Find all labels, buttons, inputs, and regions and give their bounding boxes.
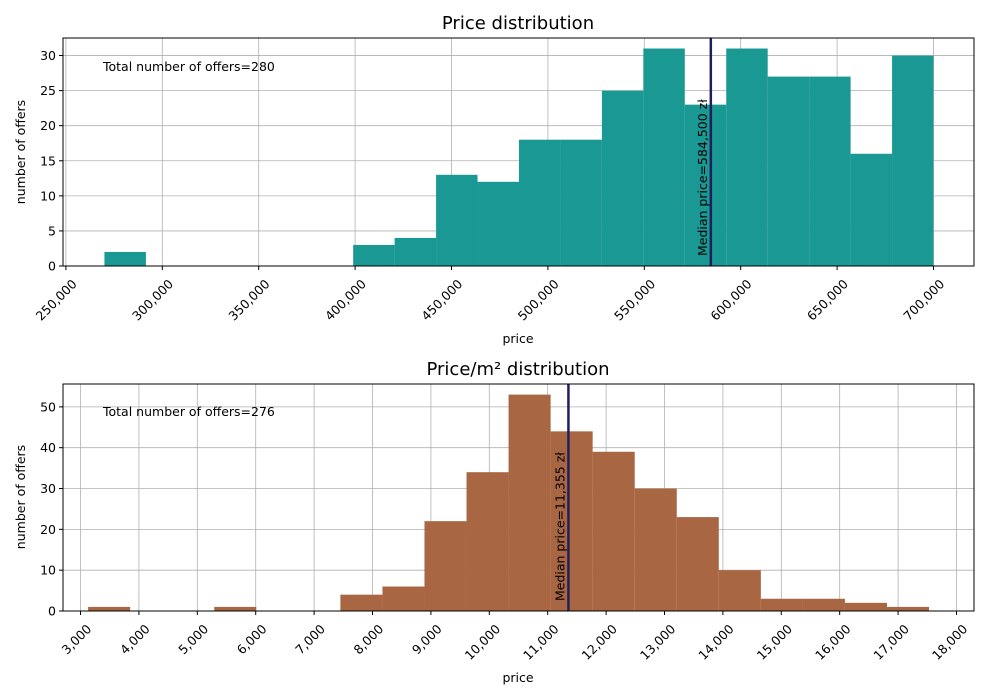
y-ticks: 0 10 20 30 40 50 [40, 399, 63, 619]
histogram-bar [340, 594, 383, 611]
histogram-bar [760, 598, 803, 611]
histogram-bar [809, 76, 851, 266]
x-tick-label: 700,000 [900, 276, 947, 323]
histogram-bar [850, 153, 893, 266]
chart-price-distribution: Price distribution Median price=584,500 … [13, 13, 975, 346]
histogram-bar [684, 104, 727, 267]
y-tick-label: 5 [48, 223, 56, 238]
x-tick-label: 250,000 [33, 276, 80, 323]
y-tick-label: 50 [40, 399, 56, 414]
histogram-bar [466, 472, 509, 611]
histogram-bar [892, 55, 934, 267]
x-tick-label: 11,000 [520, 621, 562, 663]
histogram-bar [382, 586, 425, 611]
plot-frame [62, 383, 975, 612]
x-tick-label: 600,000 [707, 276, 754, 323]
x-tick-label: 14,000 [695, 621, 737, 663]
total-offers-annotation: Total number of offers=276 [102, 404, 275, 419]
histogram-bar [508, 394, 551, 611]
x-tick-label: 12,000 [578, 621, 620, 663]
histogram-bar [394, 237, 437, 266]
y-tick-label: 10 [40, 188, 56, 203]
histogram-bar [477, 181, 519, 266]
histogram-bar [601, 90, 644, 266]
x-tick-label: 5,000 [175, 621, 211, 657]
histogram-bar [643, 48, 685, 267]
median-label: Median price=584,500 zł [695, 99, 710, 256]
total-offers-annotation: Total number of offers=280 [102, 59, 275, 74]
y-tick-label: 0 [48, 604, 56, 619]
median-marker: Median price=11,355 zł [552, 384, 570, 611]
histogram-bar [214, 606, 257, 611]
plot-frame [62, 37, 975, 267]
y-tick-label: 20 [40, 118, 56, 133]
x-tick-label: 8,000 [350, 621, 386, 657]
y-ticks: 0 5 10 15 20 25 30 [40, 48, 63, 274]
histogram-bar [560, 139, 602, 266]
chart-title: Price/m² distribution [426, 359, 609, 380]
histogram-bar [676, 517, 719, 611]
histogram-bar [104, 251, 146, 266]
x-tick-label: 18,000 [929, 621, 971, 663]
median-marker: Median price=584,500 zł [695, 38, 713, 266]
bars [88, 394, 930, 611]
x-tick-label: 7,000 [292, 621, 328, 657]
histogram-bar [592, 451, 635, 611]
chart-price-per-m2-distribution: Price/m² distribution Median price=11,35… [13, 359, 975, 685]
histogram-bar [844, 602, 887, 611]
y-tick-label: 40 [40, 440, 56, 455]
y-axis-label: number of offers [13, 100, 28, 204]
x-tick-label: 500,000 [515, 276, 562, 323]
x-axis-label: price [502, 331, 533, 346]
bars [104, 48, 934, 267]
y-tick-label: 0 [48, 259, 56, 274]
x-tick-label: 16,000 [812, 621, 854, 663]
x-tick-label: 15,000 [754, 621, 796, 663]
x-tick-label: 3,000 [59, 621, 95, 657]
y-tick-label: 20 [40, 522, 56, 537]
x-tick-label: 650,000 [804, 276, 851, 323]
y-tick-label: 30 [40, 48, 56, 63]
histogram-bar [518, 139, 561, 266]
chart-title: Price distribution [442, 13, 594, 34]
histogram-bar [436, 174, 478, 266]
histogram-bar [424, 521, 467, 611]
histogram-bar [353, 244, 395, 266]
x-tick-label: 350,000 [225, 276, 272, 323]
x-tick-label: 4,000 [117, 621, 153, 657]
x-tick-label: 10,000 [462, 621, 504, 663]
x-tick-label: 550,000 [611, 276, 658, 323]
histogram-bar [634, 488, 677, 611]
x-ticks: 250,000 300,000 350,000 400,000 450,000 500,0… [33, 266, 947, 323]
histogram-bar [767, 76, 810, 266]
x-tick-label: 400,000 [322, 276, 369, 323]
x-tick-label: 450,000 [418, 276, 465, 323]
histogram-bar [802, 598, 845, 611]
histogram-bar [550, 431, 593, 611]
x-tick-label: 300,000 [129, 276, 176, 323]
histogram-bar [726, 48, 768, 267]
y-tick-label: 30 [40, 481, 56, 496]
y-axis-label: number of offers [13, 445, 28, 549]
y-tick-label: 25 [40, 83, 56, 98]
x-tick-label: 17,000 [870, 621, 912, 663]
histogram-bar [886, 606, 930, 611]
x-ticks: 3,000 4,000 5,000 6,000 7,000 8,000 9,000 10,00… [59, 611, 971, 663]
histogram-bar [718, 570, 761, 611]
y-tick-label: 10 [40, 563, 56, 578]
x-tick-label: 9,000 [409, 621, 445, 657]
histogram-bar [88, 606, 131, 611]
x-tick-label: 13,000 [637, 621, 679, 663]
x-axis-label: price [502, 670, 533, 685]
y-tick-label: 15 [40, 153, 56, 168]
median-label: Median price=11,355 zł [552, 452, 567, 601]
x-tick-label: 6,000 [234, 621, 270, 657]
